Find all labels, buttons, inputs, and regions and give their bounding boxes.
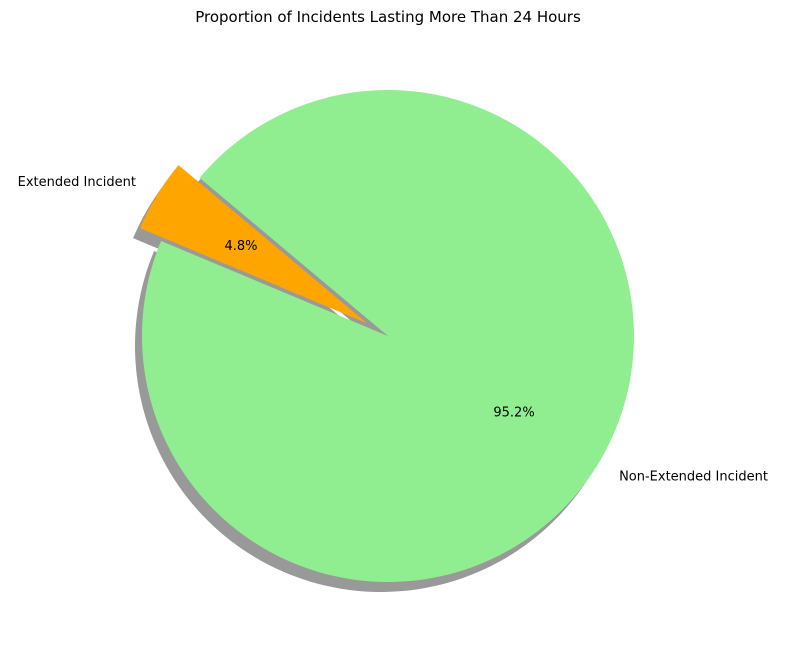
chart-title: Proportion of Incidents Lasting More Tha…	[195, 8, 581, 26]
value-label-extended-incident: 4.8%	[224, 239, 257, 254]
slice-extended-incident	[140, 165, 367, 324]
category-label-non-extended-incident: Non-Extended Incident	[619, 469, 768, 484]
pie-labels: Extended Incident 4.8% Non-Extended Incide…	[18, 175, 768, 484]
category-label-extended-incident: Extended Incident	[18, 175, 136, 190]
slice-non-extended-incident	[141, 90, 634, 582]
pie-slices	[140, 90, 634, 582]
value-label-non-extended-incident: 95.2%	[493, 405, 534, 420]
